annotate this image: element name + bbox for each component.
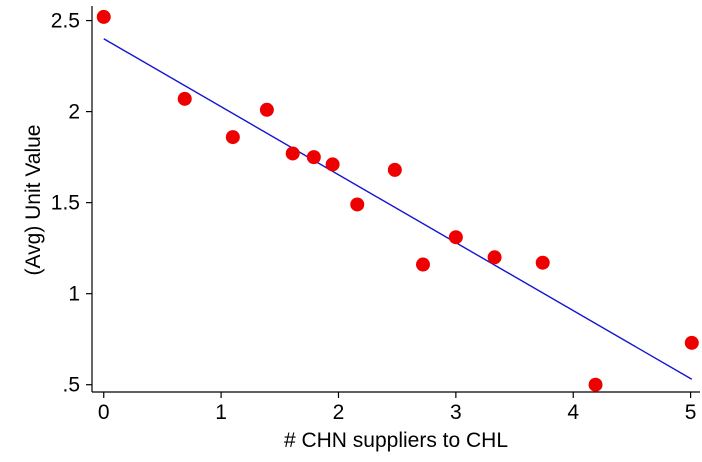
x-tick-label: 5 — [685, 401, 697, 424]
x-tick-label: 4 — [567, 401, 579, 424]
data-point — [535, 255, 550, 270]
data-point — [387, 162, 402, 177]
data-point — [415, 257, 430, 272]
y-tick-label: .5 — [62, 374, 80, 397]
y-tick-label: 1 — [68, 283, 80, 306]
data-point — [684, 335, 699, 350]
data-point — [259, 102, 274, 117]
data-point — [306, 150, 321, 165]
y-axis-title: (Avg) Unit Value — [22, 125, 45, 276]
data-point — [588, 377, 603, 392]
axes: 0 1 2 3 4 5 .5 1 1.5 2 2.5 — [51, 6, 700, 424]
y-tick-label: 2 — [68, 101, 80, 124]
data-point — [325, 157, 340, 172]
data-point — [448, 230, 463, 245]
data-point — [285, 146, 300, 161]
x-tick-label: 1 — [215, 401, 227, 424]
x-tick-label: 2 — [333, 401, 345, 424]
data-point — [96, 9, 111, 24]
x-axis-title: # CHN suppliers to CHL — [284, 429, 508, 452]
plot-marks — [96, 9, 699, 392]
data-point — [350, 197, 365, 212]
data-point — [225, 130, 240, 145]
y-tick-label: 2.5 — [51, 10, 80, 33]
fitted-line — [103, 38, 693, 380]
y-tick-label: 1.5 — [51, 192, 80, 215]
x-tick-label: 0 — [98, 401, 110, 424]
data-point — [487, 250, 502, 265]
x-tick-label: 3 — [450, 401, 462, 424]
data-point — [177, 91, 192, 106]
